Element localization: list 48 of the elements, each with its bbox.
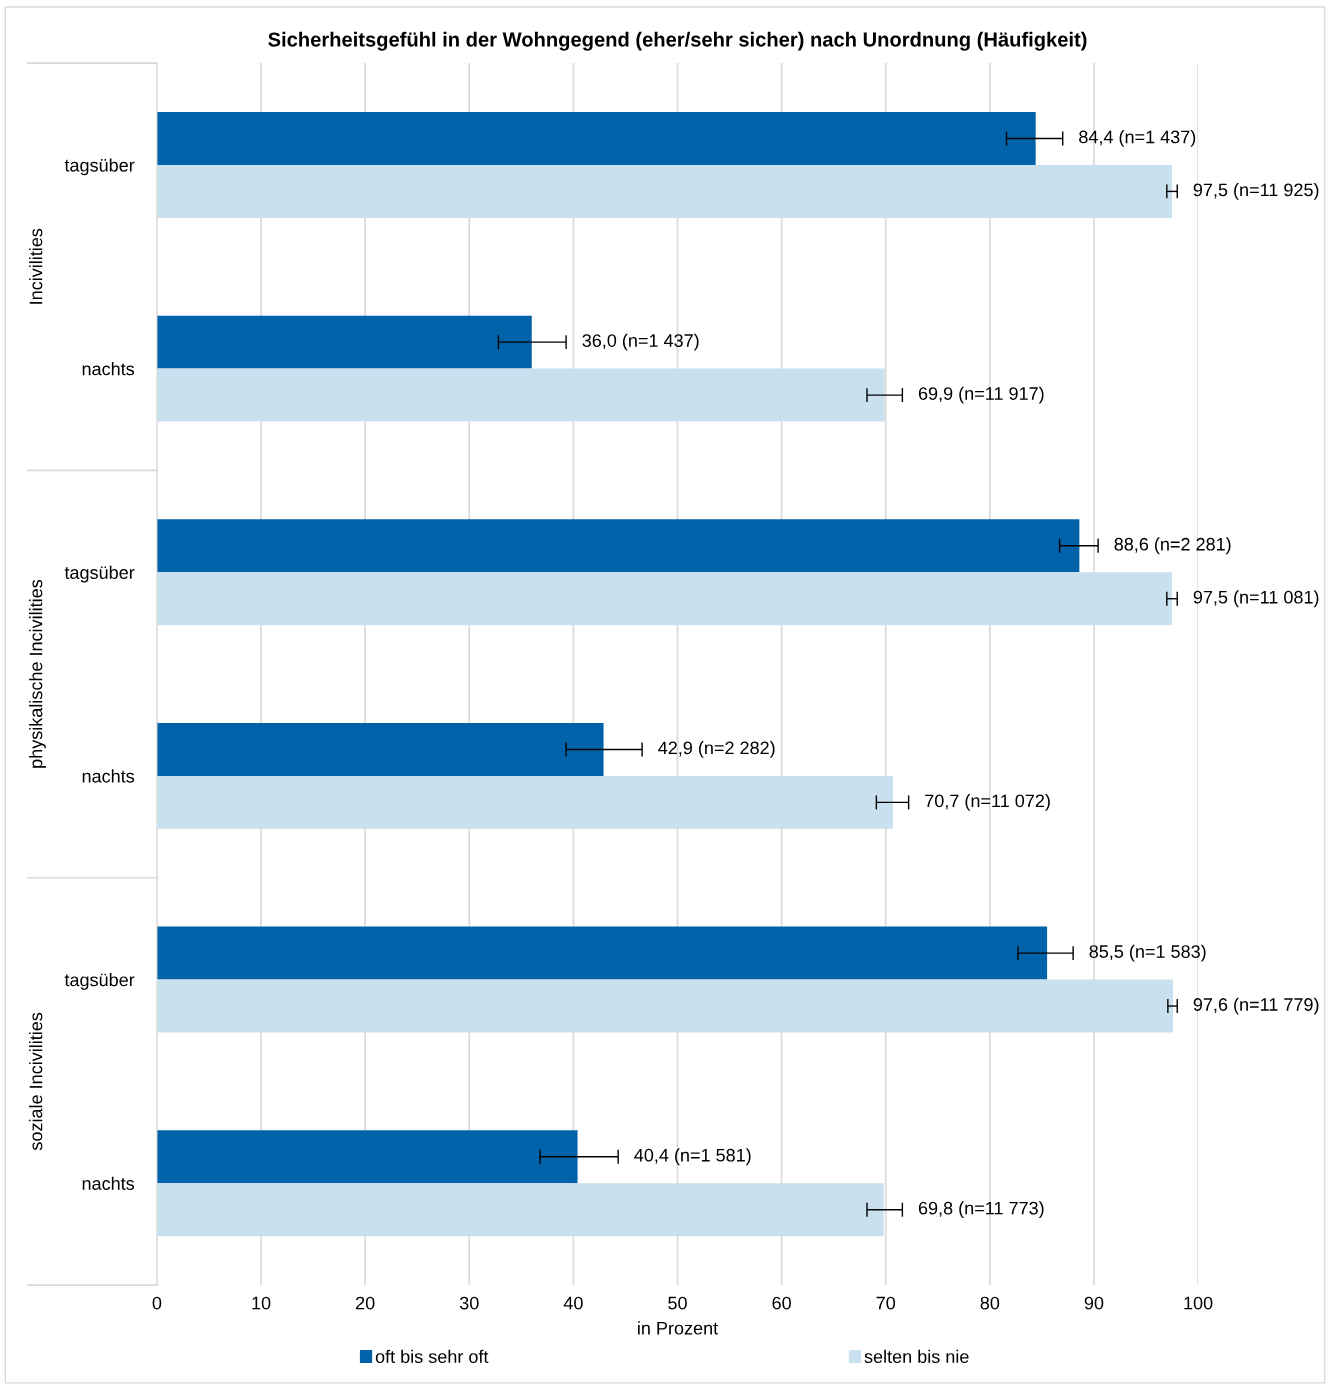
bar xyxy=(156,519,1080,573)
data-label: 97,5 (n=11 081) xyxy=(1193,590,1319,608)
legend-label: oft bis sehr oft xyxy=(375,1349,489,1364)
x-tick-label: 60 xyxy=(772,1296,791,1310)
data-label: 97,6 (n=11 779) xyxy=(1193,997,1319,1015)
data-label: 40,4 (n=1 581) xyxy=(634,1148,751,1166)
bar xyxy=(156,111,1036,165)
x-tick-label: 10 xyxy=(252,1296,271,1310)
x-tick-label: 0 xyxy=(152,1296,162,1310)
y-tick-label: tagsüber xyxy=(64,158,135,176)
x-tick-label: 40 xyxy=(563,1296,583,1310)
x-tick-label: 70 xyxy=(876,1296,896,1310)
bar xyxy=(156,775,894,829)
data-label: 70,7 (n=11 072) xyxy=(925,793,1050,811)
data-label: 69,8 (n=11 773) xyxy=(918,1201,1044,1219)
bar xyxy=(156,368,885,422)
bar xyxy=(156,1183,884,1237)
bar xyxy=(156,572,1173,626)
y-tick-label: nachts xyxy=(82,1176,135,1190)
legend-label: selten bis nie xyxy=(864,1349,969,1364)
y-tick-label: nachts xyxy=(82,769,135,783)
x-tick-label: 90 xyxy=(1084,1296,1104,1310)
data-label: 84,4 (n=1 437) xyxy=(1079,130,1196,147)
x-tick-label: 80 xyxy=(980,1296,1000,1310)
data-label: 69,9 (n=11 917) xyxy=(918,386,1044,404)
data-label: 36,0 (n=1 437) xyxy=(582,333,699,351)
data-label: 42,9 (n=2 282) xyxy=(658,741,775,758)
chart-title: Sicherheitsgefühl in der Wohngegend (eher/sehr sicher) nach Unordnung (Häufigkeit) xyxy=(268,31,1087,51)
x-tick-label: 50 xyxy=(668,1296,687,1310)
y-tick-label: tagsüber xyxy=(64,565,135,583)
bar xyxy=(156,926,1048,980)
text: Incivilities xyxy=(29,228,43,304)
x-tick-label: 30 xyxy=(459,1296,479,1310)
x-axis-title: in Prozent xyxy=(638,1321,719,1335)
y-tick-label: tagsüber xyxy=(64,973,135,990)
data-label: 97,5 (n=11 925) xyxy=(1193,183,1319,200)
x-tick-label: 20 xyxy=(356,1296,375,1310)
bar xyxy=(156,979,1174,1033)
text: soziale Incivilities xyxy=(29,1012,43,1151)
bar xyxy=(156,722,604,776)
text: physikalische Incivilities xyxy=(29,579,46,768)
data-label: 88,6 (n=2 281) xyxy=(1114,537,1231,555)
y-tick-label: nachts xyxy=(82,362,135,376)
bar xyxy=(156,1130,578,1184)
data-label: 85,5 (n=1 583) xyxy=(1089,944,1206,962)
x-tick-label: 100 xyxy=(1184,1296,1213,1310)
bar xyxy=(156,164,1173,218)
bar xyxy=(156,315,532,369)
